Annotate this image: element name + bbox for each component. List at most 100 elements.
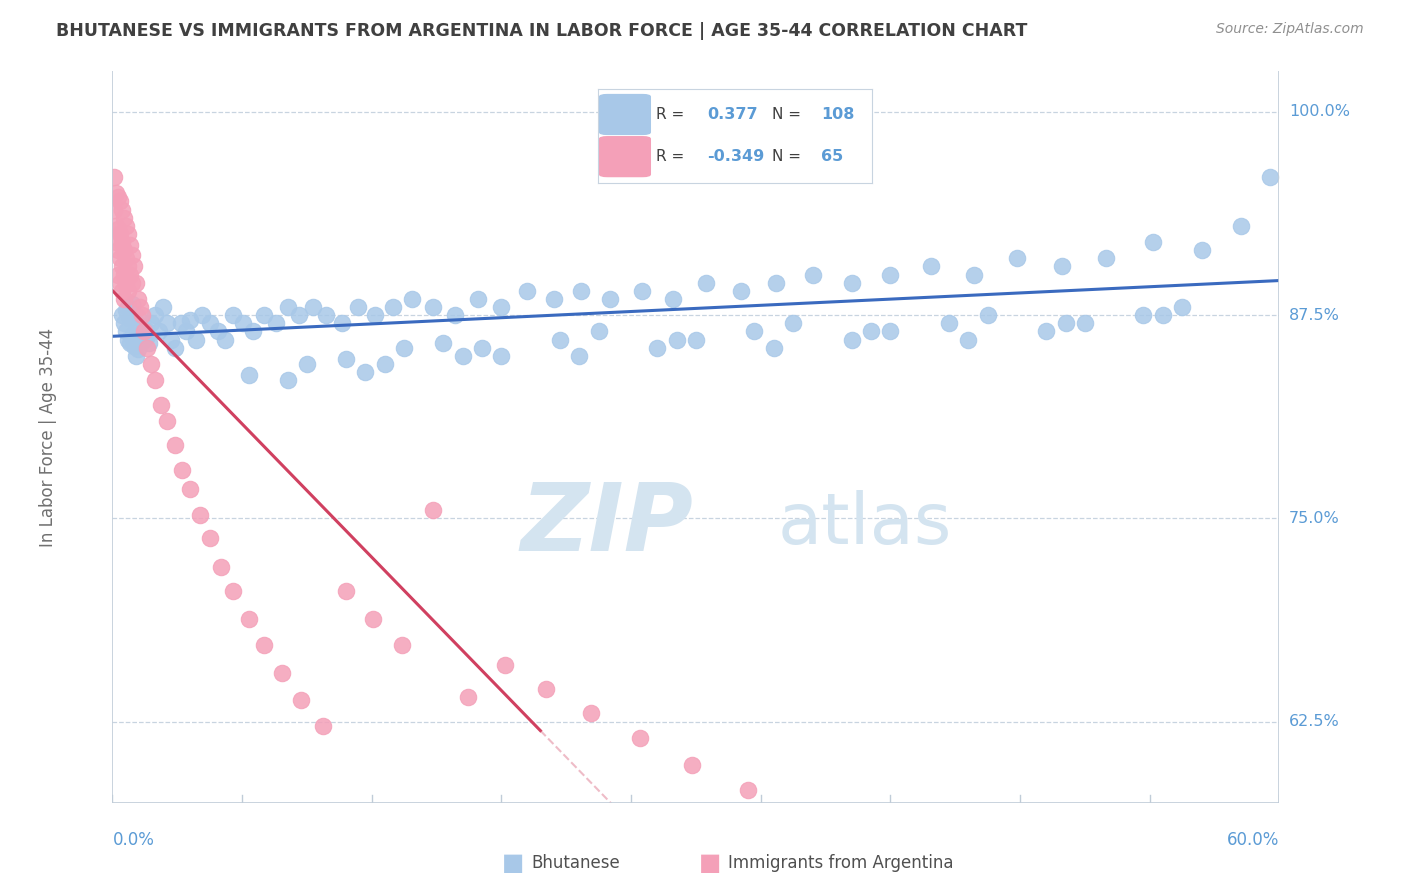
Point bbox=[125, 349, 148, 363]
Point bbox=[957, 333, 980, 347]
Point bbox=[110, 252, 132, 266]
Point bbox=[1035, 325, 1057, 339]
Point bbox=[138, 335, 160, 350]
Point bbox=[128, 300, 150, 314]
Point bbox=[156, 414, 179, 428]
Point bbox=[156, 316, 179, 330]
Point bbox=[494, 657, 516, 672]
Point bbox=[548, 333, 571, 347]
Point bbox=[346, 300, 368, 314]
Point bbox=[335, 584, 357, 599]
Point bbox=[401, 292, 423, 306]
Point bbox=[1050, 260, 1073, 274]
Point bbox=[105, 219, 128, 233]
Point bbox=[121, 248, 143, 262]
Point bbox=[681, 758, 703, 772]
Point bbox=[534, 681, 557, 696]
Point bbox=[118, 335, 141, 350]
Text: 65: 65 bbox=[821, 149, 844, 164]
Point bbox=[117, 227, 139, 241]
Point bbox=[112, 243, 135, 257]
Text: ZIP: ZIP bbox=[520, 479, 693, 571]
FancyBboxPatch shape bbox=[599, 94, 651, 135]
Point bbox=[354, 365, 377, 379]
Point bbox=[879, 268, 901, 282]
Point bbox=[136, 329, 159, 343]
Point bbox=[451, 349, 474, 363]
FancyBboxPatch shape bbox=[599, 136, 651, 178]
Text: 0.0%: 0.0% bbox=[112, 830, 155, 848]
Point bbox=[628, 731, 651, 745]
Point bbox=[141, 357, 163, 371]
Point bbox=[115, 219, 138, 233]
Point bbox=[207, 325, 229, 339]
Point bbox=[122, 260, 145, 274]
Text: In Labor Force | Age 35-44: In Labor Force | Age 35-44 bbox=[39, 327, 58, 547]
Point bbox=[107, 222, 129, 236]
Point bbox=[391, 638, 413, 652]
Point bbox=[569, 284, 592, 298]
Point bbox=[630, 284, 652, 298]
Point bbox=[115, 252, 138, 266]
Text: 108: 108 bbox=[821, 107, 855, 122]
Text: Immigrants from Argentina: Immigrants from Argentina bbox=[728, 855, 953, 872]
Point bbox=[191, 308, 214, 322]
Point bbox=[457, 690, 479, 705]
Point bbox=[110, 276, 132, 290]
Point bbox=[422, 300, 444, 314]
Point bbox=[516, 284, 538, 298]
Point bbox=[209, 560, 232, 574]
Point bbox=[163, 341, 186, 355]
Point bbox=[111, 202, 134, 217]
Point bbox=[1152, 308, 1174, 322]
Point bbox=[121, 297, 143, 311]
Point bbox=[115, 325, 138, 339]
Point bbox=[169, 316, 191, 330]
Point bbox=[111, 308, 134, 322]
Point bbox=[579, 706, 602, 721]
Text: 62.5%: 62.5% bbox=[1289, 714, 1340, 729]
Point bbox=[107, 268, 129, 282]
Text: ■: ■ bbox=[699, 852, 721, 875]
Point bbox=[1258, 169, 1281, 184]
Text: BHUTANESE VS IMMIGRANTS FROM ARGENTINA IN LABOR FORCE | AGE 35-44 CORRELATION CH: BHUTANESE VS IMMIGRANTS FROM ARGENTINA I… bbox=[56, 22, 1028, 40]
Point bbox=[110, 227, 132, 241]
Point bbox=[122, 339, 145, 353]
Point bbox=[132, 325, 155, 339]
Point bbox=[1142, 235, 1164, 249]
Point bbox=[117, 284, 139, 298]
Text: 75.0%: 75.0% bbox=[1289, 511, 1340, 526]
Point bbox=[150, 398, 173, 412]
Point bbox=[222, 584, 245, 599]
Point bbox=[295, 357, 318, 371]
Text: N =: N = bbox=[772, 149, 800, 164]
Text: atlas: atlas bbox=[778, 491, 952, 559]
Text: 0.377: 0.377 bbox=[707, 107, 758, 122]
Point bbox=[135, 323, 157, 337]
Point bbox=[963, 268, 986, 282]
Point bbox=[645, 341, 668, 355]
Point bbox=[879, 325, 901, 339]
Point bbox=[111, 284, 134, 298]
Point bbox=[127, 310, 149, 324]
Point bbox=[242, 325, 264, 339]
Point bbox=[107, 189, 129, 203]
Point bbox=[117, 333, 139, 347]
Point bbox=[599, 292, 621, 306]
Point bbox=[152, 300, 174, 314]
Point bbox=[112, 268, 135, 282]
Point bbox=[374, 357, 396, 371]
Point bbox=[222, 308, 245, 322]
Point bbox=[695, 276, 717, 290]
Point bbox=[270, 665, 292, 680]
Point bbox=[432, 335, 454, 350]
Point bbox=[103, 202, 125, 217]
Point bbox=[288, 308, 311, 322]
Point bbox=[685, 333, 707, 347]
Point bbox=[143, 373, 166, 387]
Point bbox=[232, 316, 254, 330]
Point bbox=[160, 333, 183, 347]
Point bbox=[105, 186, 128, 201]
Point bbox=[112, 316, 135, 330]
Point bbox=[315, 308, 337, 322]
